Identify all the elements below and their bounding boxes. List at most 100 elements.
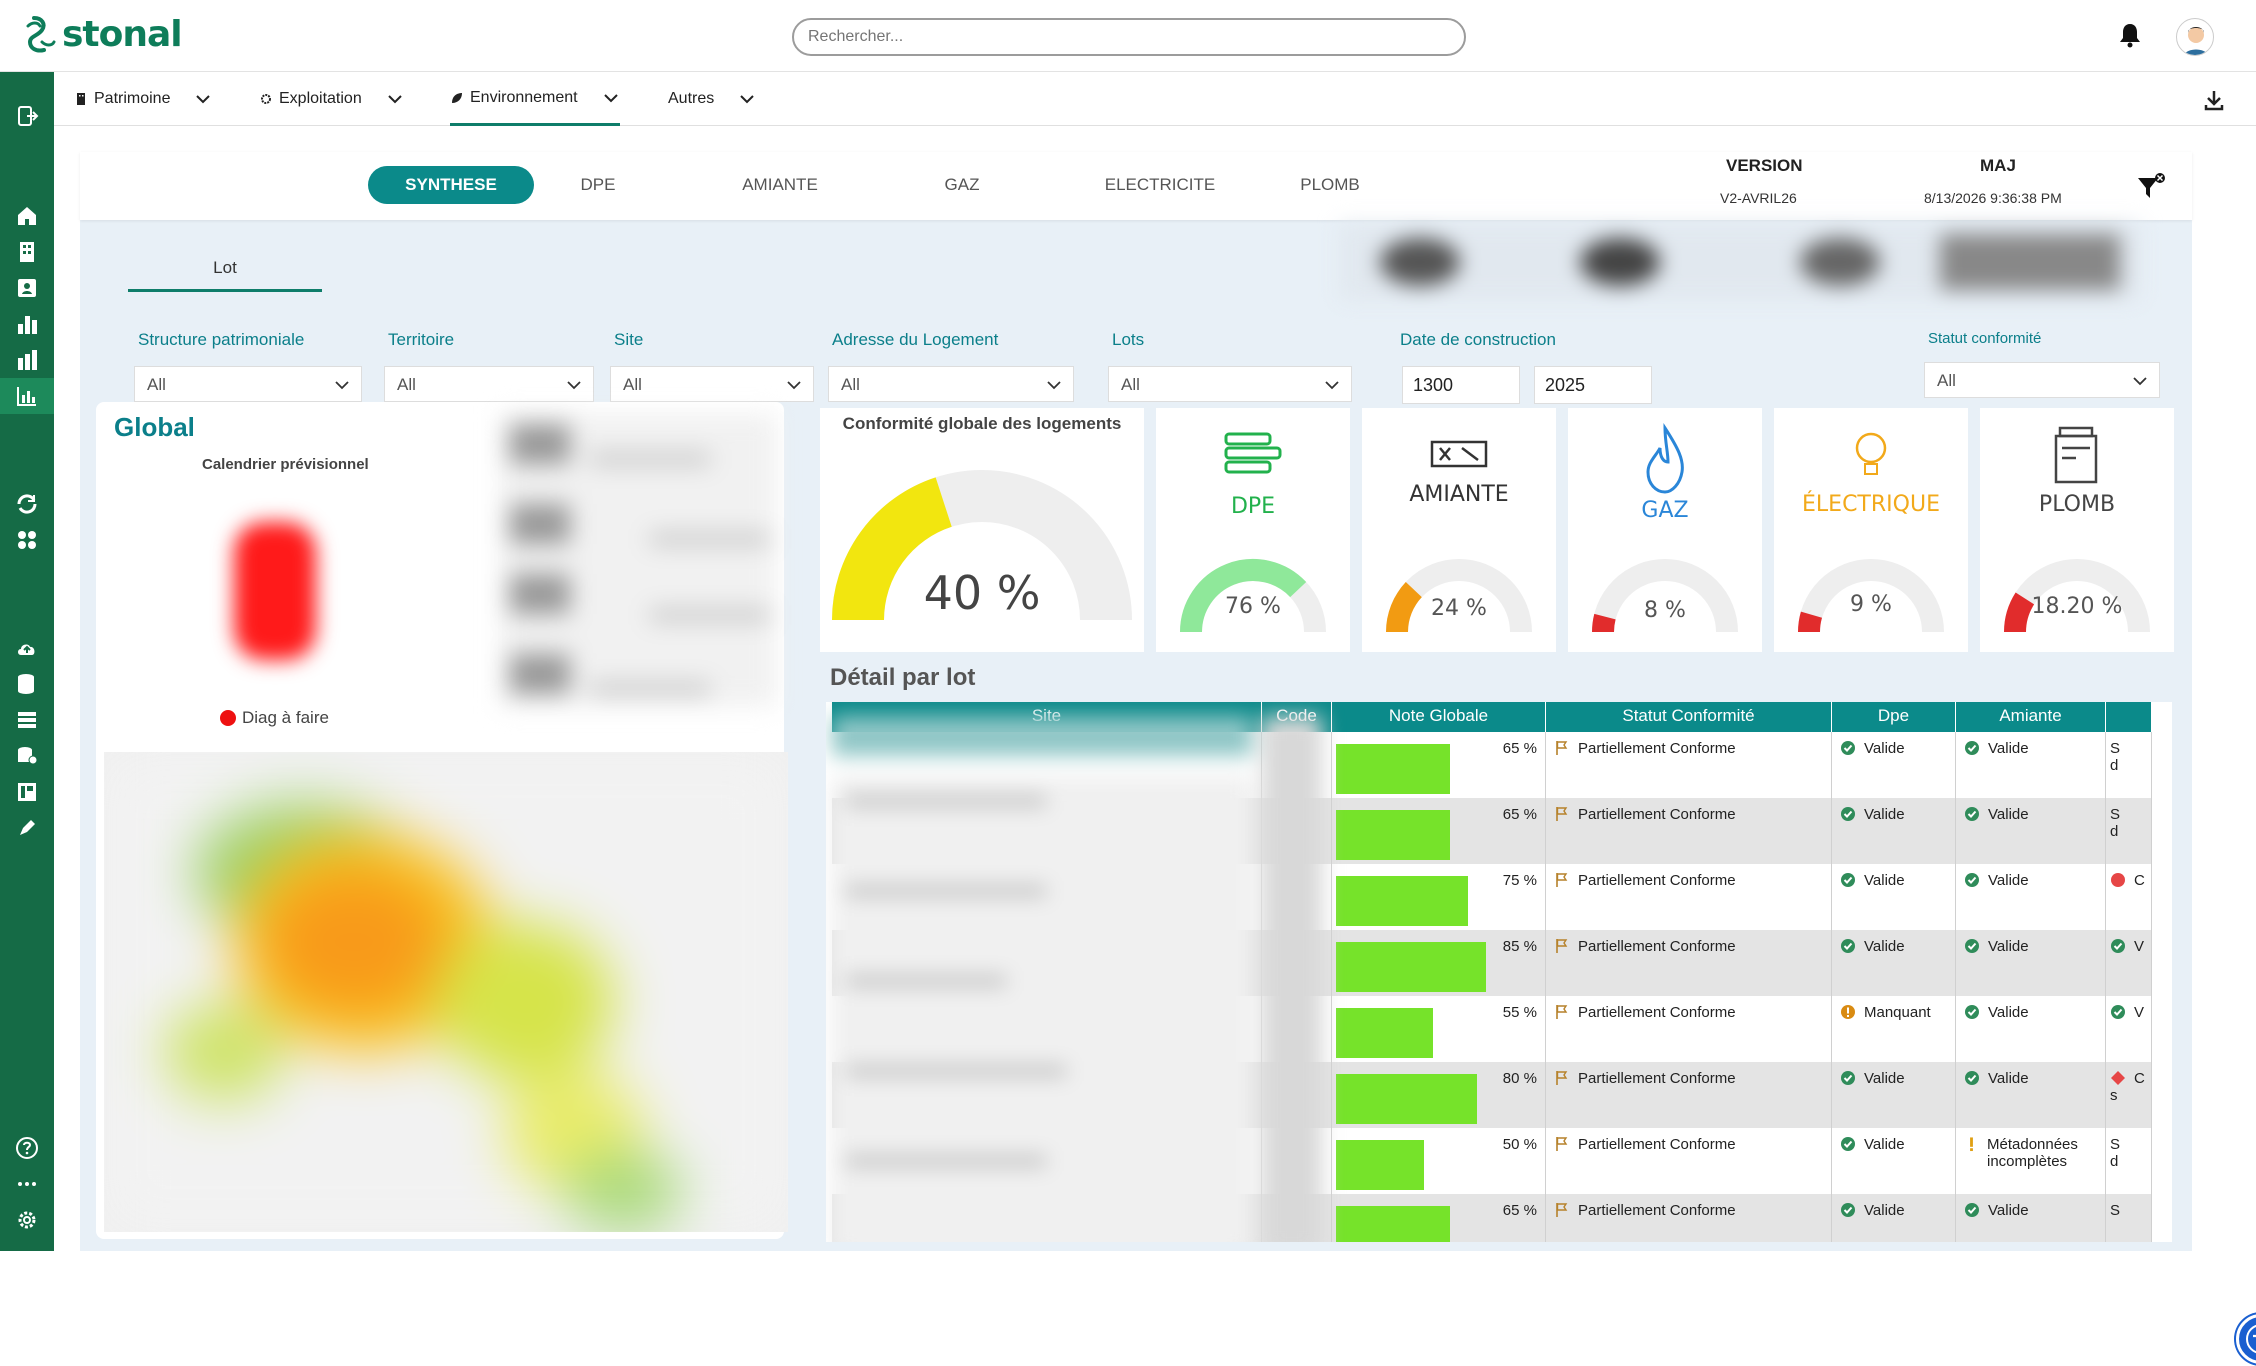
tab-gaz[interactable]: GAZ [944,175,980,194]
table-row[interactable]: 65 % Partiellement Conforme Valide Valid… [832,798,2152,864]
column-header-dpe[interactable]: Dpe [1832,702,1956,732]
dpe-value: Valide [1864,1202,1905,1219]
column-header-code[interactable]: Code [1262,702,1332,732]
column-header-note[interactable]: Note Globale [1332,702,1546,732]
list-icon[interactable] [12,706,42,734]
filter-structure-select[interactable]: All [134,366,362,402]
menu-exploitation[interactable]: Exploitation [259,72,404,126]
site-cell [832,996,1262,1062]
user-avatar[interactable] [2176,18,2214,56]
bar-chart-icon[interactable] [12,310,42,338]
table-row[interactable]: 50 % Partiellement Conforme Valide Métad… [832,1128,2152,1194]
conformite-gauge-card: Conformité globale des logements 40 % [820,408,1144,652]
column-header-statut[interactable]: Statut Conformité [1546,702,1832,732]
amiante-card[interactable]: AMIANTE 24 % [1362,408,1556,652]
tab-synthese[interactable]: SYNTHESE [368,166,534,204]
table-row[interactable]: 80 % Partiellement Conforme Valide Valid… [832,1062,2152,1128]
amiante-value: Valide [1988,740,2029,757]
layout-icon[interactable] [12,778,42,806]
amiante-cell: Valide [1956,1194,2106,1242]
flag-icon [1556,1005,1568,1019]
table-row[interactable]: 85 % Partiellement Conforme Valide Valid… [832,930,2152,996]
filter-adresse-select[interactable]: All [828,366,1074,402]
dpe-card[interactable]: DPE 76 % [1156,408,1350,652]
column-header-site[interactable]: Site [832,702,1262,732]
table-row[interactable]: 65 % Partiellement Conforme Valide Valid… [832,1194,2152,1242]
tab-amiante[interactable]: AMIANTE [742,175,818,194]
report-chart-icon[interactable] [12,382,42,410]
menu-environnement[interactable]: Environnement [450,72,620,126]
statut-value: Partiellement Conforme [1578,938,1736,955]
conformite-title: Conformité globale des logements [842,414,1122,433]
select-value: All [1121,375,1140,394]
cloud-upload-icon[interactable] [12,634,42,662]
code-cell [1262,798,1332,864]
download-icon[interactable] [2202,88,2226,112]
left-sidebar [0,72,54,1251]
extra-value: V [2134,938,2145,955]
building-icon[interactable] [12,238,42,266]
notification-bell-icon[interactable] [2118,22,2142,48]
filter-territoire-select[interactable]: All [384,366,594,402]
report-area: SYNTHESE DPE AMIANTE GAZ ELECTRICITE PLO… [54,126,2256,1364]
home-icon[interactable] [12,202,42,230]
menu-patrimoine[interactable]: Patrimoine [74,72,212,126]
date-to-input[interactable]: 2025 [1534,366,1652,404]
amiante-value: Valide [1988,938,2029,955]
column-header-amiante[interactable]: Amiante [1956,702,2106,732]
pen-icon[interactable] [12,814,42,842]
sync-icon[interactable] [12,490,42,518]
settings-icon[interactable] [12,1206,42,1234]
filter-statut-select[interactable]: All [1924,362,2160,398]
gaz-card[interactable]: GAZ 8 % [1568,408,1762,652]
statut-value: Partiellement Conforme [1578,806,1736,823]
chevron-down-icon [787,381,801,390]
flag-icon [1556,1137,1568,1151]
stonal-logo[interactable]: stonal [24,12,183,56]
extra-cell: V [2106,996,2152,1062]
filter-site-select[interactable]: All [610,366,814,402]
table-row[interactable]: 75 % Partiellement Conforme Valide Valid… [832,864,2152,930]
chevron-down-icon [2133,377,2147,386]
database-users-icon[interactable] [12,742,42,770]
column-header-extra[interactable] [2106,702,2152,732]
lot-tab[interactable]: Lot [128,248,322,292]
more-icon[interactable] [12,1170,42,1198]
accessibility-icon [2246,1324,2256,1354]
amiante-label: AMIANTE [1409,482,1509,507]
extra-cell: V [2106,930,2152,996]
electrique-card[interactable]: ÉLECTRIQUE 9 % [1774,408,1968,652]
clear-filter-icon[interactable] [2136,172,2166,200]
help-icon[interactable] [12,1134,42,1162]
filter-structure-label: Structure patrimoniale [138,330,305,349]
stonal-logo-icon [26,16,56,53]
logout-icon[interactable] [12,102,42,130]
dpe-cell: Valide [1832,1062,1956,1128]
filter-lots-select[interactable]: All [1108,366,1352,402]
tab-electricite[interactable]: ELECTRICITE [1104,175,1216,194]
heatmap-map[interactable] [104,752,788,1232]
site-cell [832,798,1262,864]
note-cell: 75 % [1332,864,1546,930]
tab-dpe[interactable]: DPE [580,175,616,194]
database-edit-icon[interactable] [12,670,42,698]
search-input[interactable] [792,18,1466,56]
plomb-card[interactable]: PLOMB 18.20 % [1980,408,2174,652]
apps-grid-icon[interactable] [12,526,42,554]
tab-plomb[interactable]: PLOMB [1300,175,1360,194]
contact-card-icon[interactable] [12,274,42,302]
stats-icon[interactable] [12,346,42,374]
dpe-cell: Valide [1832,930,1956,996]
check-circle-icon [1965,873,1979,887]
amiante-value: Valide [1988,1070,2029,1087]
accessibility-button[interactable] [2236,1314,2256,1364]
date-from-input[interactable]: 1300 [1402,366,1520,404]
extra-cell: S [2106,1194,2152,1242]
note-bar [1336,1206,1450,1242]
note-value: 85 % [1502,938,1537,955]
table-row[interactable]: 65 % Partiellement Conforme Valide Valid… [832,732,2152,798]
table-row[interactable]: 55 % Partiellement Conforme Manquant Val… [832,996,2152,1062]
menu-autres[interactable]: Autres [668,72,756,126]
dpe-value: Valide [1864,938,1905,955]
